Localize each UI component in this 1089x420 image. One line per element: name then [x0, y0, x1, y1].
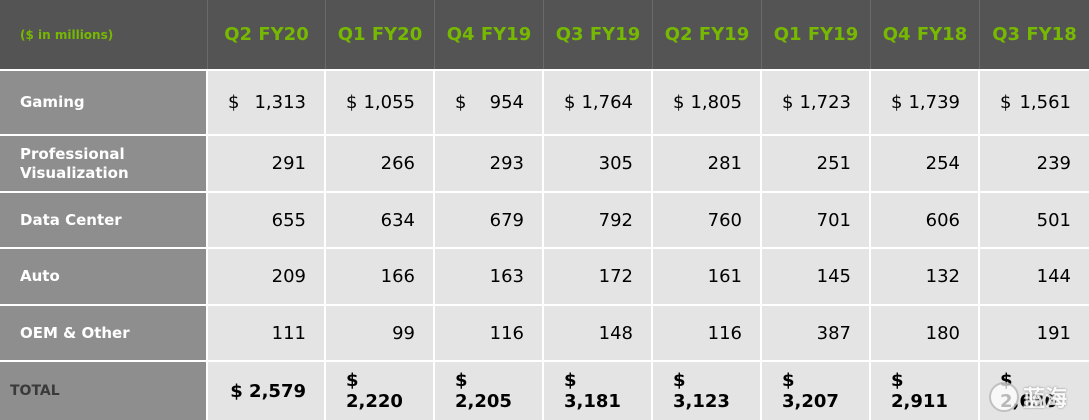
table-cell: 132 — [925, 266, 960, 287]
column-header: Q1 FY20 — [337, 24, 423, 45]
total-cell: $ 2,911 — [891, 370, 948, 412]
table-cell: 281 — [707, 153, 742, 174]
row-label: TOTAL — [10, 383, 60, 399]
table-cell: 701 — [816, 209, 851, 231]
table-cell: 161 — [707, 266, 742, 287]
watermark-text: 蓝海 — [1023, 387, 1068, 412]
table-cell: 148 — [598, 322, 633, 344]
total-cell: $ 2,220 — [346, 370, 403, 412]
column-header: Q2 FY20 — [224, 24, 309, 45]
dollar-sign: $ — [782, 92, 794, 113]
unit-label: ($ in millions) — [20, 27, 114, 42]
column-header: Q2 FY19 — [664, 24, 750, 45]
table-row-auto: Auto 209 166 163 172 161 145 132 144 — [0, 247, 1089, 304]
table-cell: 1,561 — [1019, 92, 1071, 113]
total-cell: $ 3,207 — [782, 370, 839, 412]
table-row-total: TOTAL $ 2,579 $ 2,220 $ 2,205 $ 3,181 $ … — [0, 360, 1089, 420]
total-cell: $ 3,181 — [564, 370, 621, 412]
table-cell: 760 — [707, 209, 742, 231]
table-cell: 293 — [489, 153, 524, 174]
table-cell: 266 — [380, 153, 415, 174]
table-row-oem-other: OEM & Other 111 99 116 148 116 387 180 1… — [0, 304, 1089, 360]
table-cell: 606 — [925, 209, 960, 231]
table-cell: 305 — [598, 153, 633, 174]
dollar-sign: $ — [1000, 92, 1012, 113]
table-cell: 679 — [489, 209, 524, 231]
table-cell: 792 — [598, 209, 633, 231]
table-cell: 209 — [271, 266, 306, 287]
watermark-logo-icon — [989, 382, 1019, 412]
dollar-sign: $ — [228, 92, 240, 113]
dollar-sign: $ — [564, 92, 576, 113]
table-cell: 145 — [816, 266, 851, 287]
column-header: Q4 FY19 — [446, 24, 532, 45]
table-cell: 239 — [1036, 153, 1071, 174]
table-cell: 254 — [925, 153, 960, 174]
watermark: 蓝海 — [989, 380, 1081, 414]
total-cell: $ 2,579 — [230, 380, 306, 402]
table-cell: 144 — [1036, 266, 1071, 287]
table-cell: 954 — [489, 92, 524, 113]
table-cell: 163 — [489, 266, 524, 287]
unit-label-cell: ($ in millions) — [0, 0, 208, 69]
column-header: Q3 FY18 — [992, 24, 1077, 45]
dollar-sign: $ — [346, 92, 358, 113]
column-header: Q1 FY19 — [773, 24, 859, 45]
table-row-gaming: Gaming $1,313 $1,055 $954 $1,764 $1,805 … — [0, 69, 1089, 134]
table-cell: 99 — [392, 322, 415, 344]
table-cell: 291 — [271, 153, 306, 174]
table-cell: 251 — [816, 153, 851, 174]
dollar-sign: $ — [673, 92, 685, 113]
table-cell: 111 — [271, 322, 306, 344]
row-label: Gaming — [20, 93, 85, 111]
column-header: Q4 FY18 — [882, 24, 968, 45]
table-cell: 387 — [816, 322, 851, 344]
total-cell: $ 3,123 — [673, 370, 730, 412]
table-cell: 1,805 — [690, 92, 742, 113]
dollar-sign: $ — [891, 92, 903, 113]
dollar-sign: $ — [455, 92, 467, 113]
table-row-data-center: Data Center 655 634 679 792 760 701 606 … — [0, 191, 1089, 247]
table-cell: 1,313 — [254, 92, 306, 113]
table-cell: 655 — [271, 209, 306, 231]
table-cell: 180 — [925, 322, 960, 344]
table-header: ($ in millions) Q2 FY20 Q1 FY20 Q4 FY19 … — [0, 0, 1089, 69]
table-cell: 172 — [598, 266, 633, 287]
table-cell: 1,055 — [363, 92, 415, 113]
table-cell: 116 — [489, 322, 524, 344]
row-label: OEM & Other — [20, 323, 130, 342]
row-label: Data Center — [20, 210, 122, 229]
table-cell: 116 — [707, 322, 742, 344]
table-cell: 191 — [1036, 322, 1071, 344]
table-cell: 1,723 — [799, 92, 851, 113]
table-cell: 634 — [380, 209, 415, 231]
row-label: Auto — [20, 267, 60, 285]
table-row-professional-visualization: Professional Visualization 291 266 293 3… — [0, 134, 1089, 191]
column-header: Q3 FY19 — [555, 24, 641, 45]
table-cell: 1,739 — [908, 92, 960, 113]
table-cell: 1,764 — [581, 92, 633, 113]
table-cell: 166 — [380, 266, 415, 287]
total-cell: $ 2,205 — [455, 370, 512, 412]
table-cell: 501 — [1036, 209, 1071, 231]
row-label: Professional Visualization — [20, 144, 129, 182]
